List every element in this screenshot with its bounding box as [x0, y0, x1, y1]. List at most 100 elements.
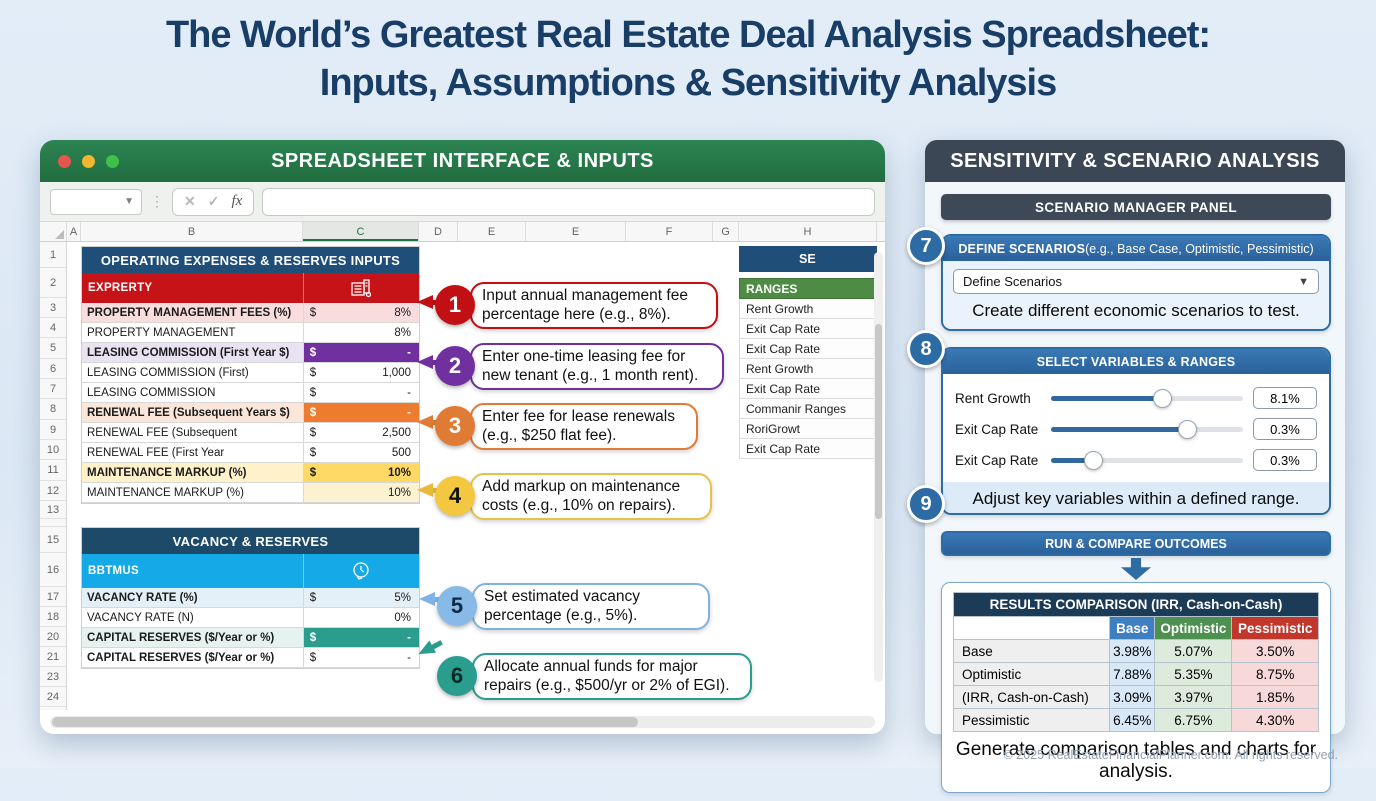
- insert-function-icon[interactable]: fx: [231, 193, 243, 209]
- column-header-e1[interactable]: E: [458, 222, 526, 241]
- cell-value: -: [407, 346, 411, 359]
- slider-thumb[interactable]: [1084, 450, 1104, 470]
- column-header-d[interactable]: D: [419, 222, 458, 241]
- slider-value-input[interactable]: 8.1%: [1253, 387, 1317, 409]
- cell-currency: $: [309, 631, 317, 644]
- column-header-a[interactable]: A: [67, 222, 81, 241]
- vertical-scrollbar-thumb[interactable]: [875, 324, 882, 519]
- table-row[interactable]: VACANCY RATE (%) $5%: [82, 588, 419, 608]
- range-item[interactable]: Rent Growth: [739, 299, 877, 319]
- range-item[interactable]: Exit Cap Rate: [739, 339, 877, 359]
- cell-currency: $: [309, 346, 317, 359]
- range-item[interactable]: Exit Cap Rate: [739, 379, 877, 399]
- vacancy-reserves-table: VACANCY & RESERVES BBTMUS VACANCY RATE (…: [81, 527, 420, 669]
- define-scenarios-header: DEFINE SCENARIOS (e.g., Base Case, Optim…: [943, 236, 1329, 261]
- table-row[interactable]: LEASING COMMISSION (First) $1,000: [82, 363, 419, 383]
- cell-label: LEASING COMMISSION (First): [87, 366, 249, 379]
- ranges-panel: SE RANGES Rent Growth Exit Cap Rate Exit…: [739, 246, 877, 459]
- slider-thumb[interactable]: [1178, 419, 1198, 439]
- select-variables-caption: Adjust key variables within a defined ra…: [943, 482, 1329, 513]
- chevron-down-icon: ▼: [1298, 275, 1309, 288]
- results-cell: 3.97%: [1154, 685, 1233, 709]
- callout1: Input annual management fee percentage h…: [470, 282, 718, 329]
- cell-currency: $: [309, 466, 317, 479]
- table-row[interactable]: LEASING COMMISSION $ -: [82, 383, 419, 403]
- table-row[interactable]: RENEWAL FEE (Subsequent Years $) $ -: [82, 403, 419, 423]
- cell-label: MAINTENANCE MARKUP (%): [82, 463, 303, 482]
- table-row[interactable]: VACANCY RATE (N) 0%: [82, 608, 419, 628]
- formula-input[interactable]: [262, 187, 875, 216]
- horizontal-scrollbar[interactable]: [40, 710, 885, 734]
- table-row[interactable]: MAINTENANCE MARKUP (%) $10%: [82, 463, 419, 483]
- building-icon: [302, 273, 419, 303]
- cancel-entry-icon[interactable]: ✕: [184, 193, 196, 209]
- confirm-entry-icon[interactable]: ✓: [207, 193, 220, 209]
- define-scenarios-section: DEFINE SCENARIOS (e.g., Base Case, Optim…: [941, 234, 1331, 331]
- table-row[interactable]: PROPERTY MANAGEMENT 8%: [82, 323, 419, 343]
- column-header-g[interactable]: G: [713, 222, 739, 241]
- table-row[interactable]: LEASING COMMISSION (First Year $) $ -: [82, 343, 419, 363]
- table-row[interactable]: RENEWAL FEE (Subsequent $2,500: [82, 423, 419, 443]
- results-row-label: Pessimistic: [952, 708, 1111, 732]
- exit-cap-rate-slider-1[interactable]: [1051, 419, 1243, 439]
- slider-label: Exit Cap Rate: [955, 421, 1039, 437]
- range-item[interactable]: Rent Growth: [739, 359, 877, 379]
- column-header-h[interactable]: H: [739, 222, 877, 241]
- vertical-scrollbar[interactable]: [874, 252, 883, 682]
- callout4-badge: 4: [435, 476, 475, 516]
- minimize-button[interactable]: [82, 154, 95, 168]
- cell-value: -: [407, 651, 411, 664]
- callout5: Set estimated vacancy percentage (e.g., …: [472, 583, 710, 630]
- table1-header-label: EXPRERTY: [88, 282, 153, 294]
- maximize-button[interactable]: [106, 154, 119, 168]
- column-header-c[interactable]: C: [303, 222, 419, 241]
- page-title: The World’s Greatest Real Estate Deal An…: [0, 12, 1376, 108]
- window-controls: [58, 140, 119, 182]
- exit-cap-rate-slider-2[interactable]: [1051, 450, 1243, 470]
- slider-value-input[interactable]: 0.3%: [1253, 418, 1317, 440]
- cell-label: RENEWAL FEE (Subsequent: [87, 426, 237, 439]
- cell-currency: $: [309, 591, 317, 604]
- table1-header-row: EXPRERTY: [82, 273, 419, 303]
- page-title-line2: Inputs, Assumptions & Sensitivity Analys…: [319, 61, 1057, 104]
- step9-badge: 9: [907, 485, 945, 523]
- range-item[interactable]: Commanir Ranges: [739, 399, 877, 419]
- slider-thumb[interactable]: [1153, 388, 1173, 408]
- range-item[interactable]: Exit Cap Rate: [739, 319, 877, 339]
- table-row[interactable]: CAPITAL RESERVES ($/Year or %) $ -: [82, 648, 419, 668]
- range-item[interactable]: Exit Cap Rate: [739, 439, 877, 459]
- range-item[interactable]: RoriGrowt: [739, 419, 877, 439]
- slider-label: Exit Cap Rate: [955, 452, 1039, 468]
- operating-expenses-table: OPERATING EXPENSES & RESERVES INPUTS EXP…: [81, 246, 420, 504]
- horizontal-scrollbar-thumb[interactable]: [52, 717, 638, 727]
- cell-name-box[interactable]: ▼: [50, 188, 142, 215]
- slider-value-input[interactable]: 0.3%: [1253, 449, 1317, 471]
- row-number: [40, 519, 66, 527]
- rent-growth-slider[interactable]: [1051, 388, 1243, 408]
- column-header-f[interactable]: F: [626, 222, 713, 241]
- column-header-e2[interactable]: E: [526, 222, 626, 241]
- column-header-filler: [877, 222, 885, 241]
- results-table: RESULTS COMPARISON (IRR, Cash-on-Cash) B…: [952, 592, 1319, 732]
- row-number: 4: [40, 318, 66, 338]
- row-number: 11: [40, 460, 66, 481]
- callout2-badge: 2: [435, 346, 475, 386]
- row-number: 8: [40, 399, 66, 420]
- callout6: Allocate annual funds for major repairs …: [472, 653, 752, 700]
- select-all-corner[interactable]: [40, 222, 67, 241]
- scenario-dropdown[interactable]: Define Scenarios ▼: [953, 269, 1319, 294]
- column-header-b[interactable]: B: [81, 222, 303, 241]
- cell-currency: $: [309, 306, 317, 319]
- table-row[interactable]: MAINTENANCE MARKUP (%) 10%: [82, 483, 419, 503]
- toolbar-separator-dots: ⋮: [150, 193, 164, 209]
- table-row[interactable]: PROPERTY MANAGEMENT FEES (%) $8%: [82, 303, 419, 323]
- results-col-optimistic: Optimistic: [1154, 616, 1233, 640]
- row-number: 1: [40, 242, 66, 268]
- ranges-se-header: SE: [739, 246, 877, 272]
- table-row[interactable]: CAPITAL RESERVES ($/Year or %) $ -: [82, 628, 419, 648]
- close-button[interactable]: [58, 154, 71, 168]
- clock-icon: [302, 554, 419, 588]
- results-cell: 3.98%: [1109, 639, 1156, 663]
- table-row[interactable]: RENEWAL FEE (First Year $500: [82, 443, 419, 463]
- results-row-label: Base: [952, 639, 1111, 663]
